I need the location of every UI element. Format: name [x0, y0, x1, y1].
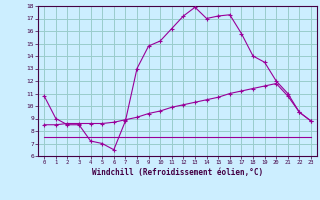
X-axis label: Windchill (Refroidissement éolien,°C): Windchill (Refroidissement éolien,°C): [92, 168, 263, 177]
